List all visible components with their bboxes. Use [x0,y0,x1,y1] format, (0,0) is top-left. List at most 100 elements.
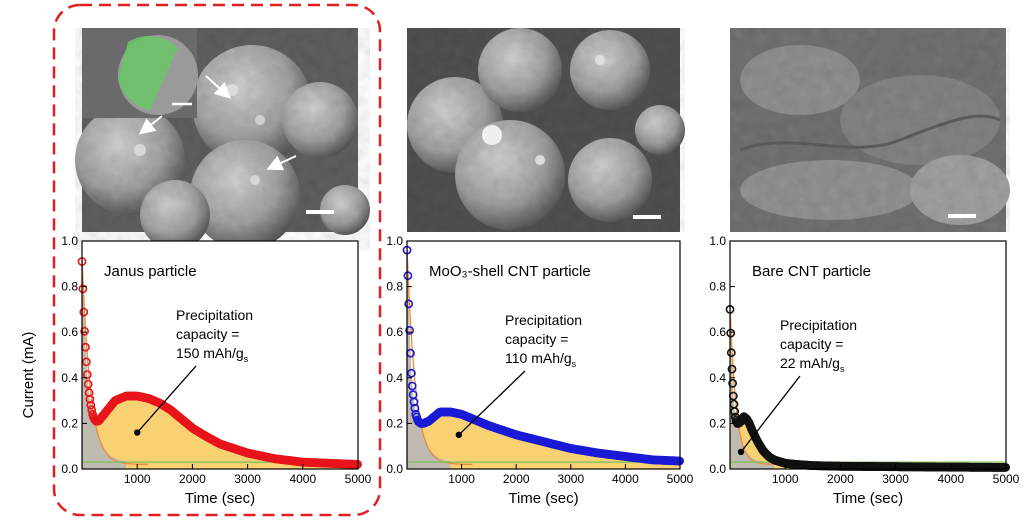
data-point [80,326,89,336]
arrow-icon [138,115,163,135]
annotation-line: Precipitation [176,307,253,323]
y-tick-label: 0.0 [386,462,403,476]
data-point [78,284,88,294]
data-point [82,357,91,367]
data-point [406,368,416,378]
x-tick-label: 3000 [557,472,584,486]
annotation-line: 150 mAh/gs [176,345,249,364]
decay-area [730,309,775,469]
data-point [79,307,89,317]
y-tick-label: 0.0 [709,462,726,476]
annotation-leader [458,370,526,436]
annotation-line: Precipitation [505,312,582,328]
annotation-dot [134,429,141,436]
y-tick-label: 0.8 [386,280,403,294]
y-axis-label: Current (mA) [20,332,37,419]
annotation-leader [740,375,801,453]
y-tick-label: 0.8 [61,280,78,294]
y-tick-label: 0.2 [386,416,403,430]
data-point [409,397,419,407]
arrow-icon [205,75,231,99]
x-axis-label: Time (sec) [185,490,255,507]
chart-bare-cnt: 0.0 0.2 0.4 0.6 0.8 1.0 1000 2000 3000 4000 5000 Ti… [709,234,1019,507]
janus-highlight-box [52,3,382,517]
x-tick-label: 3000 [882,472,909,486]
marker-series [725,304,1010,472]
data-point [403,271,413,281]
y-tick-label: 0.2 [709,416,726,430]
data-point [85,394,95,404]
annotation-line: 22 mAh/gs [780,355,845,374]
janus-particle-sem [75,28,370,250]
marker-series [77,257,362,469]
annotation-subscript: s [840,364,845,374]
data-point [727,364,737,374]
annotation-line: capacity = [505,331,568,347]
x-axis-label: Time (sec) [508,490,578,507]
y-tick-label: 1.0 [61,234,78,248]
precipitation-area [730,309,1006,469]
chart-janus: 0.0 0.2 0.4 0.6 0.8 1.0 1000 2000 3000 4000 5000 Ti… [20,234,372,507]
data-point [405,325,414,335]
x-tick-label: 5000 [993,472,1020,486]
y-tick-label: 1.0 [709,234,726,248]
chart-title: MoO₃-shell CNT particle [429,263,591,280]
annotation-line: Precipitation [780,317,857,333]
x-tick-label: 4000 [612,472,639,486]
annotation-line: capacity = [780,336,843,352]
data-point [83,379,93,389]
y-tick-label: 0.6 [386,325,403,339]
y-tick-label: 0.6 [61,325,78,339]
axes-frame [406,240,681,470]
arrow-icon [266,155,297,171]
y-tick-label: 0.2 [61,416,78,430]
axes-frame [729,240,1007,470]
x-tick-label: 2000 [827,472,854,486]
x-tick-label: 1000 [448,472,475,486]
annotation-line: capacity = [176,326,239,342]
annotation-subscript: s [244,354,249,364]
data-point [86,400,96,410]
annotation-dot [737,448,745,456]
data-point [407,381,417,391]
y-tick-label: 1.0 [386,234,403,248]
y-tick-label: 0.8 [709,280,726,294]
chart-title: Bare CNT particle [752,263,871,280]
annotation-subscript: s [572,359,577,369]
data-point [82,370,92,379]
annotation-leader [136,365,197,433]
x-tick-label: 5000 [345,472,372,486]
data-point [728,378,737,388]
sem-inset [82,28,198,118]
axes-frame [81,240,359,470]
decay-area [407,250,451,469]
annotation-dot [455,431,463,438]
chart-moo3-shell: 0.0 0.2 0.4 0.6 0.8 1.0 1000 2000 3000 4000 5000 Ti… [386,234,693,507]
y-tick-label: 0.4 [61,371,78,385]
x-tick-label: 3000 [234,472,261,486]
data-point [404,299,414,309]
bare-cnt-sem [730,28,1010,232]
data-point [726,328,736,338]
moo3-shell-sem [407,28,685,232]
precipitation-area [407,250,680,469]
data-point [410,403,420,413]
y-tick-label: 0.4 [709,371,726,385]
x-tick-label: 2000 [503,472,530,486]
x-tick-label: 1000 [772,472,799,486]
data-point [726,348,736,358]
x-tick-label: 4000 [937,472,964,486]
chart-title: Janus particle [104,263,197,280]
plot-area [730,241,1006,469]
x-tick-label: 4000 [289,472,316,486]
x-tick-label: 2000 [179,472,206,486]
annotation-line: 110 mAh/gs [505,350,577,369]
y-tick-label: 0.6 [709,325,726,339]
x-tick-label: 5000 [667,472,694,486]
data-point [730,407,739,416]
y-tick-label: 0.4 [386,371,403,385]
y-tick-label: 0.0 [61,462,78,476]
x-axis-label: Time (sec) [833,490,903,507]
x-tick-label: 1000 [124,472,151,486]
